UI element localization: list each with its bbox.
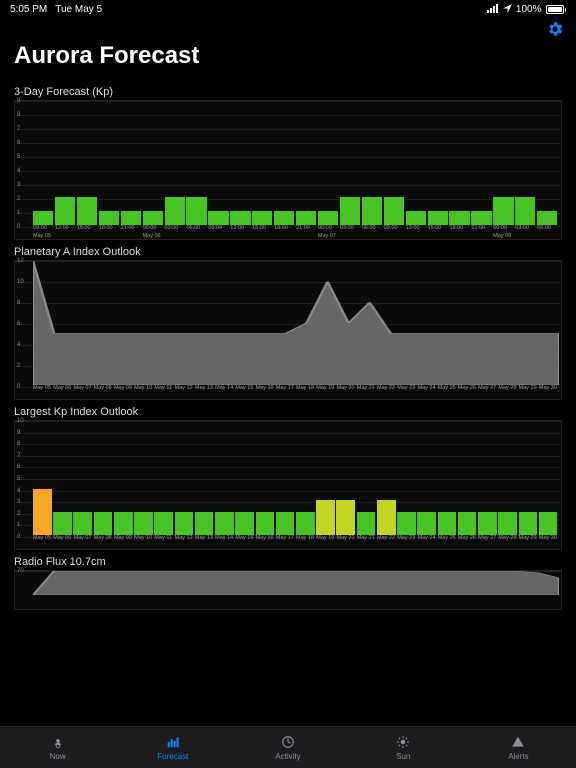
bar (537, 211, 557, 225)
bar (195, 512, 214, 535)
bar (438, 512, 457, 535)
bar (417, 512, 436, 535)
bar (498, 512, 517, 535)
bar (208, 211, 228, 225)
tab-forecast[interactable]: Forecast (115, 727, 230, 768)
chart-title-aindex: Planetary A Index Outlook (14, 246, 562, 258)
bar (55, 197, 75, 225)
battery-pct: 100% (516, 4, 542, 15)
chart-kplargest: 012345678910May 05May 06May 07May 08May … (14, 420, 562, 550)
tab-bar: Now Forecast Activity Sun Alerts (0, 726, 576, 768)
tab-label: Now (50, 752, 66, 761)
bar (357, 512, 376, 535)
bar (336, 500, 355, 535)
chart-title-kplargest: Largest Kp Index Outlook (14, 406, 562, 418)
bar (449, 211, 469, 225)
forecast-icon (165, 735, 181, 751)
bar (296, 211, 316, 225)
tab-now[interactable]: Now (0, 727, 115, 768)
signal-icon (487, 4, 499, 16)
bar (478, 512, 497, 535)
bar (114, 512, 133, 535)
bar (276, 512, 295, 535)
bar (215, 512, 234, 535)
bar (77, 197, 97, 225)
alerts-icon (510, 735, 526, 751)
bar (384, 197, 404, 225)
bar (340, 197, 360, 225)
bar (33, 489, 52, 535)
bar (73, 512, 92, 535)
bar (33, 211, 53, 225)
bar (428, 211, 448, 225)
bar (274, 211, 294, 225)
bar (134, 512, 153, 535)
chart-radioflux: 70 (14, 570, 562, 610)
status-date: Tue May 5 (55, 4, 102, 15)
bar (515, 197, 535, 225)
bar (165, 197, 185, 225)
sun-icon (395, 735, 411, 751)
settings-button[interactable] (546, 20, 564, 38)
tab-label: Activity (275, 752, 300, 761)
location-icon (503, 4, 512, 16)
bar (377, 500, 396, 535)
tab-alerts[interactable]: Alerts (461, 727, 576, 768)
bar (99, 211, 119, 225)
bar (458, 512, 477, 535)
tab-label: Alerts (508, 752, 528, 761)
status-bar: 5:05 PM Tue May 5 100% (0, 0, 576, 16)
bar (53, 512, 72, 535)
bar (94, 512, 113, 535)
tab-activity[interactable]: Activity (230, 727, 345, 768)
content: 3-Day Forecast (Kp) 012345678909:0012:00… (0, 86, 576, 610)
bar (471, 211, 491, 225)
bar (186, 197, 206, 225)
bar (539, 512, 558, 535)
bar (143, 211, 163, 225)
bar (493, 197, 513, 225)
chart-title-kp3day: 3-Day Forecast (Kp) (14, 86, 562, 98)
bar (235, 512, 254, 535)
activity-icon (280, 735, 296, 751)
page-title: Aurora Forecast (0, 38, 576, 80)
bar (316, 500, 335, 535)
bar (296, 512, 315, 535)
bar (406, 211, 426, 225)
bar (230, 211, 250, 225)
battery-icon (546, 5, 567, 14)
bar (318, 211, 338, 225)
bar (121, 211, 141, 225)
chart-kp3day: 012345678909:0012:0015:0018:0021:0000:00… (14, 100, 562, 240)
bar (256, 512, 275, 535)
chart-title-radioflux: Radio Flux 10.7cm (14, 556, 562, 568)
bar (519, 512, 538, 535)
now-icon (50, 735, 66, 751)
bar (154, 512, 173, 535)
bar (252, 211, 272, 225)
bar (175, 512, 194, 535)
status-time: 5:05 PM (10, 4, 47, 15)
chart-aindex: 024681012May 05May 06May 07May 08May 09M… (14, 260, 562, 400)
bar (397, 512, 416, 535)
tab-label: Sun (396, 752, 410, 761)
tab-label: Forecast (157, 752, 188, 761)
tab-sun[interactable]: Sun (346, 727, 461, 768)
bar (362, 197, 382, 225)
